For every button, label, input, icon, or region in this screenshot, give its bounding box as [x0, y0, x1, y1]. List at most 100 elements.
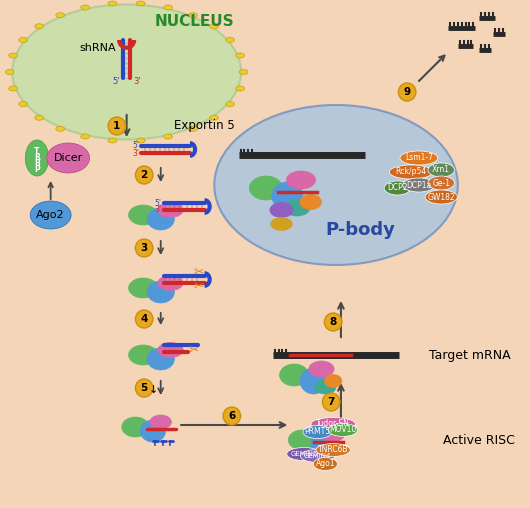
Ellipse shape	[9, 86, 17, 91]
Ellipse shape	[311, 433, 336, 455]
Ellipse shape	[129, 205, 158, 225]
Ellipse shape	[249, 176, 282, 200]
Ellipse shape	[158, 203, 183, 217]
Text: 3': 3'	[133, 78, 140, 86]
Ellipse shape	[226, 38, 234, 43]
Text: Dicer: Dicer	[54, 153, 83, 163]
Ellipse shape	[270, 203, 293, 217]
Text: 7: 7	[328, 397, 335, 407]
Ellipse shape	[158, 342, 183, 358]
Ellipse shape	[321, 427, 345, 441]
Text: Active RISC: Active RISC	[443, 433, 515, 447]
Ellipse shape	[189, 126, 197, 131]
Ellipse shape	[226, 102, 234, 107]
Ellipse shape	[19, 38, 28, 43]
Ellipse shape	[236, 53, 244, 58]
Text: Tudor-SN: Tudor-SN	[316, 420, 350, 429]
Text: Ago1: Ago1	[315, 460, 335, 468]
Ellipse shape	[136, 1, 145, 6]
Text: NUCLEUS: NUCLEUS	[155, 15, 235, 29]
Text: TNRC6B: TNRC6B	[318, 446, 348, 455]
Text: shRNA: shRNA	[79, 43, 116, 53]
Ellipse shape	[400, 151, 438, 165]
Ellipse shape	[108, 1, 117, 6]
Circle shape	[135, 310, 153, 328]
Text: 5': 5'	[155, 199, 162, 207]
Text: 3: 3	[140, 243, 148, 253]
Text: Lsm1-7: Lsm1-7	[405, 153, 433, 163]
Ellipse shape	[311, 418, 355, 430]
Ellipse shape	[150, 415, 171, 429]
Ellipse shape	[81, 5, 90, 10]
Ellipse shape	[239, 70, 248, 75]
Ellipse shape	[300, 195, 321, 209]
Text: ✂: ✂	[189, 343, 199, 357]
Ellipse shape	[303, 426, 332, 438]
Ellipse shape	[315, 380, 336, 394]
Text: ✂: ✂	[193, 266, 204, 278]
Text: 8: 8	[330, 317, 337, 327]
Text: ✂: ✂	[193, 280, 204, 294]
Text: MOV10: MOV10	[329, 426, 357, 434]
Ellipse shape	[19, 102, 28, 107]
Text: Ago2: Ago2	[37, 210, 65, 220]
Ellipse shape	[140, 420, 165, 442]
Text: 9: 9	[403, 87, 411, 97]
Text: DCP2: DCP2	[387, 183, 408, 193]
Ellipse shape	[324, 374, 342, 388]
Text: Xrn1: Xrn1	[432, 166, 450, 175]
Ellipse shape	[286, 171, 315, 189]
Text: B: B	[34, 160, 40, 169]
Ellipse shape	[300, 368, 328, 394]
Circle shape	[135, 379, 153, 397]
Circle shape	[322, 393, 340, 411]
Text: 5': 5'	[113, 78, 120, 86]
Text: 3': 3'	[132, 148, 139, 157]
Ellipse shape	[35, 24, 43, 29]
Ellipse shape	[158, 275, 183, 291]
Ellipse shape	[271, 217, 292, 231]
Text: 4: 4	[140, 314, 148, 324]
Ellipse shape	[210, 115, 218, 120]
Ellipse shape	[47, 143, 90, 173]
Ellipse shape	[288, 430, 315, 450]
Text: Exportin 5: Exportin 5	[174, 119, 235, 133]
Ellipse shape	[403, 178, 435, 192]
Ellipse shape	[425, 190, 457, 204]
Text: DCP1a: DCP1a	[406, 180, 431, 189]
Text: 1: 1	[113, 121, 120, 131]
Ellipse shape	[129, 278, 158, 298]
Ellipse shape	[136, 138, 145, 143]
Text: Ge-1: Ge-1	[432, 178, 450, 187]
Text: 2: 2	[140, 170, 148, 180]
Ellipse shape	[56, 13, 65, 18]
Text: R: R	[34, 153, 40, 163]
Ellipse shape	[5, 70, 14, 75]
Text: Target mRNA: Target mRNA	[429, 348, 510, 362]
Ellipse shape	[313, 458, 338, 470]
Text: 3': 3'	[155, 206, 162, 214]
Ellipse shape	[147, 281, 174, 303]
Text: GEMIN5: GEMIN5	[290, 451, 317, 457]
Ellipse shape	[390, 165, 433, 179]
Ellipse shape	[81, 134, 90, 139]
Text: GW182: GW182	[427, 193, 455, 202]
Ellipse shape	[309, 361, 334, 377]
Ellipse shape	[35, 115, 43, 120]
Ellipse shape	[12, 5, 241, 140]
Ellipse shape	[30, 201, 71, 229]
Ellipse shape	[147, 348, 174, 370]
Ellipse shape	[287, 448, 321, 460]
Circle shape	[135, 239, 153, 257]
Circle shape	[108, 117, 126, 135]
Text: PRMT5: PRMT5	[304, 428, 331, 436]
Circle shape	[399, 83, 416, 101]
Ellipse shape	[129, 345, 158, 365]
Ellipse shape	[122, 417, 149, 437]
Ellipse shape	[272, 182, 303, 210]
Ellipse shape	[328, 424, 357, 436]
Text: 5': 5'	[132, 142, 139, 150]
Ellipse shape	[164, 134, 172, 139]
Ellipse shape	[210, 24, 218, 29]
Ellipse shape	[384, 181, 411, 195]
